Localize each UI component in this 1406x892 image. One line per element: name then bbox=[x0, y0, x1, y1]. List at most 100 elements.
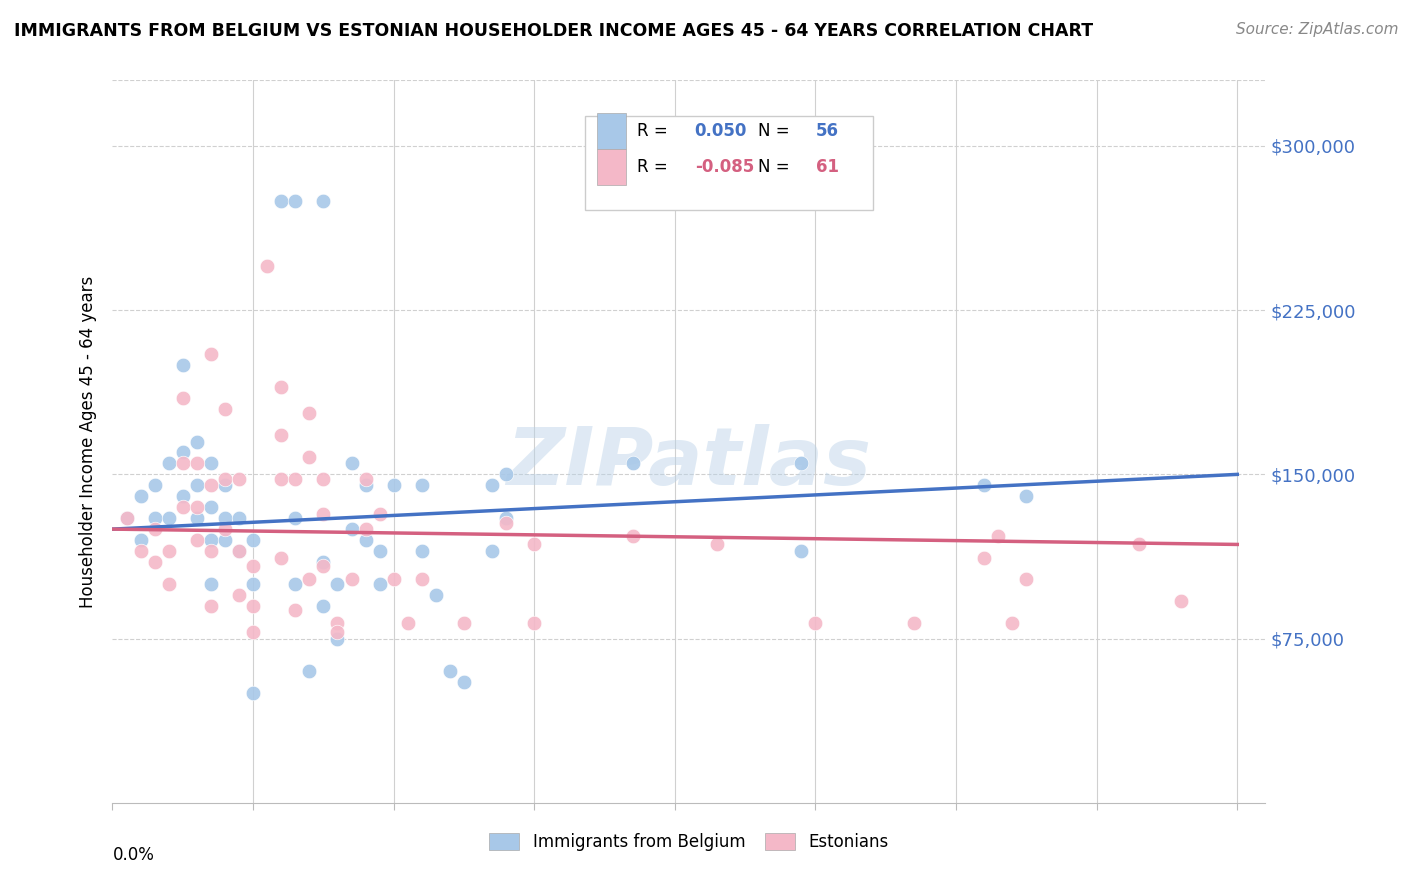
Point bbox=[481, 544, 503, 558]
Point bbox=[242, 625, 264, 640]
Point bbox=[298, 450, 321, 464]
Point bbox=[312, 599, 335, 613]
Point bbox=[242, 577, 264, 591]
Point bbox=[186, 500, 208, 515]
Point bbox=[298, 406, 321, 420]
Point bbox=[129, 489, 152, 503]
Point bbox=[270, 550, 292, 565]
Point bbox=[621, 457, 644, 471]
Point bbox=[284, 511, 307, 525]
Point bbox=[326, 625, 349, 640]
Text: 0.0%: 0.0% bbox=[112, 847, 155, 864]
Point bbox=[368, 577, 391, 591]
Point bbox=[242, 686, 264, 700]
Point bbox=[172, 358, 194, 372]
Point bbox=[242, 559, 264, 574]
Point bbox=[143, 478, 166, 492]
Point bbox=[186, 434, 208, 449]
Point bbox=[354, 478, 377, 492]
Point bbox=[172, 445, 194, 459]
Point bbox=[242, 533, 264, 547]
Point bbox=[903, 616, 925, 631]
Point bbox=[172, 500, 194, 515]
Point bbox=[495, 467, 517, 482]
Point bbox=[312, 559, 335, 574]
Point bbox=[973, 478, 995, 492]
Point bbox=[200, 500, 222, 515]
Point bbox=[270, 428, 292, 442]
Point bbox=[706, 537, 728, 551]
Point bbox=[523, 616, 546, 631]
Point bbox=[340, 522, 363, 536]
Point bbox=[382, 478, 405, 492]
Point bbox=[143, 522, 166, 536]
Point bbox=[340, 573, 363, 587]
Point bbox=[354, 472, 377, 486]
Point bbox=[228, 544, 250, 558]
Point bbox=[326, 577, 349, 591]
Point bbox=[228, 544, 250, 558]
Point bbox=[115, 511, 138, 525]
Point bbox=[270, 472, 292, 486]
Point bbox=[214, 522, 236, 536]
Point bbox=[200, 457, 222, 471]
Point bbox=[214, 401, 236, 416]
Point bbox=[214, 472, 236, 486]
Text: N =: N = bbox=[758, 122, 794, 140]
Point bbox=[270, 380, 292, 394]
Point bbox=[1128, 537, 1150, 551]
Point bbox=[200, 544, 222, 558]
Point bbox=[200, 577, 222, 591]
Point bbox=[129, 544, 152, 558]
Point bbox=[987, 529, 1010, 543]
Point bbox=[172, 489, 194, 503]
Point bbox=[354, 522, 377, 536]
Point bbox=[411, 478, 433, 492]
Point bbox=[186, 478, 208, 492]
Point bbox=[621, 529, 644, 543]
Point bbox=[298, 573, 321, 587]
Point bbox=[228, 588, 250, 602]
Point bbox=[382, 573, 405, 587]
Point bbox=[172, 457, 194, 471]
Point bbox=[453, 675, 475, 690]
Text: -0.085: -0.085 bbox=[695, 158, 754, 176]
Point bbox=[495, 516, 517, 530]
Point bbox=[214, 478, 236, 492]
Point bbox=[284, 603, 307, 617]
Point bbox=[1001, 616, 1024, 631]
Point bbox=[200, 478, 222, 492]
Point bbox=[1015, 573, 1038, 587]
Point bbox=[790, 457, 813, 471]
Point bbox=[186, 457, 208, 471]
Point bbox=[115, 511, 138, 525]
Text: 61: 61 bbox=[815, 158, 839, 176]
Text: 0.050: 0.050 bbox=[695, 122, 747, 140]
Point bbox=[143, 511, 166, 525]
Point bbox=[186, 533, 208, 547]
Bar bbox=[596, 149, 626, 185]
Point bbox=[312, 507, 335, 521]
Point bbox=[425, 588, 447, 602]
Point bbox=[453, 616, 475, 631]
Point bbox=[157, 544, 180, 558]
Point bbox=[284, 577, 307, 591]
Point bbox=[340, 457, 363, 471]
Point bbox=[157, 577, 180, 591]
Point bbox=[790, 544, 813, 558]
Point bbox=[200, 599, 222, 613]
Point bbox=[228, 511, 250, 525]
Point bbox=[284, 194, 307, 208]
Text: 56: 56 bbox=[815, 122, 839, 140]
Point bbox=[242, 599, 264, 613]
Point bbox=[298, 665, 321, 679]
Point bbox=[411, 544, 433, 558]
Point bbox=[326, 616, 349, 631]
Point bbox=[157, 457, 180, 471]
Point bbox=[157, 511, 180, 525]
Point bbox=[312, 194, 335, 208]
Point bbox=[1015, 489, 1038, 503]
Point bbox=[228, 472, 250, 486]
Point bbox=[186, 511, 208, 525]
Point bbox=[172, 391, 194, 405]
